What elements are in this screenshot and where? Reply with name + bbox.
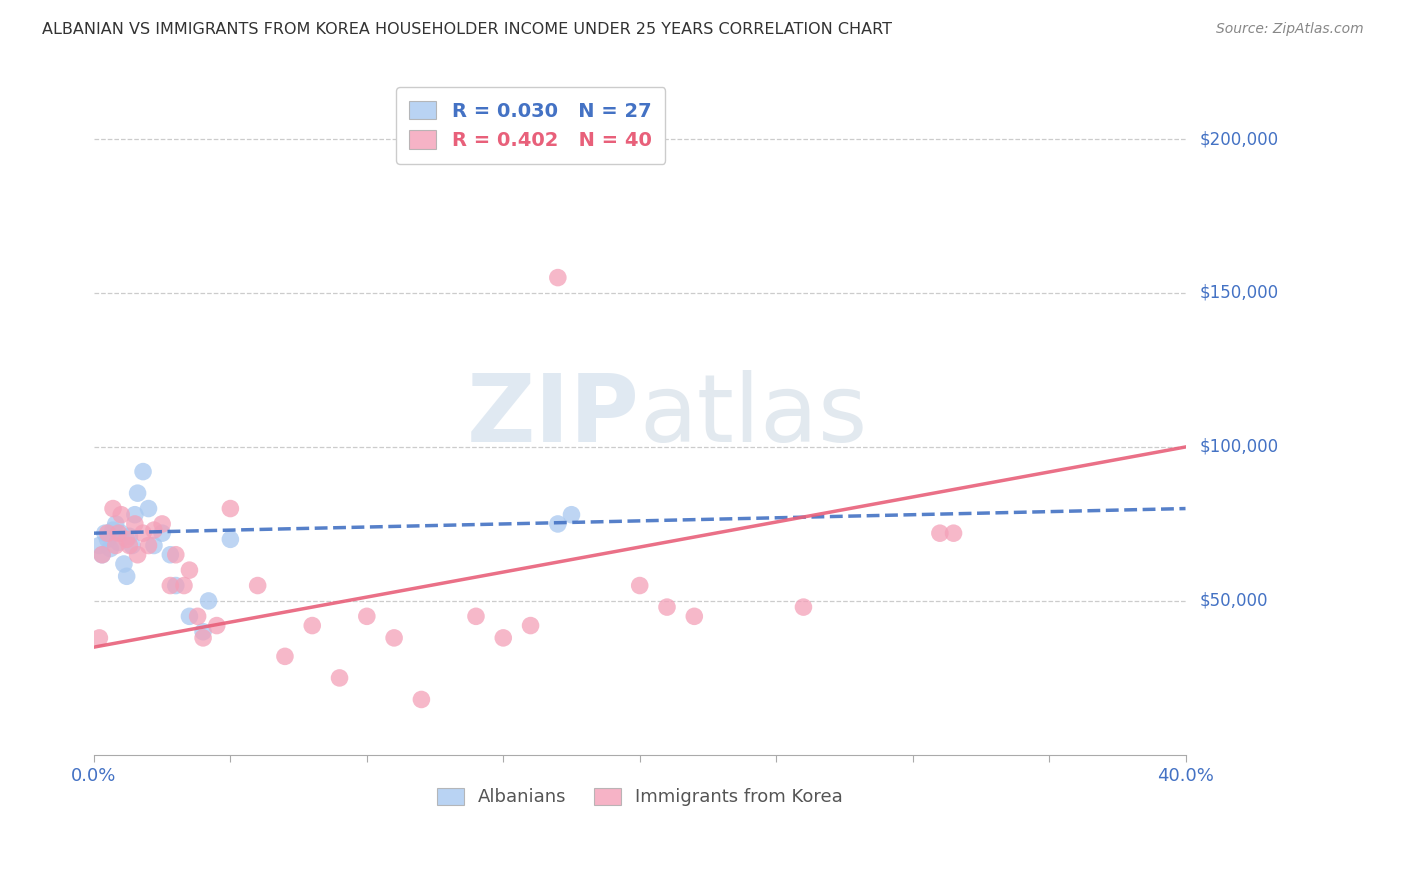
Point — [191, 624, 214, 639]
Point — [179, 563, 201, 577]
Legend: Albanians, Immigrants from Korea: Albanians, Immigrants from Korea — [429, 780, 851, 814]
Point — [104, 539, 127, 553]
Point — [382, 631, 405, 645]
Point — [187, 609, 209, 624]
Point — [138, 501, 160, 516]
Point — [97, 533, 120, 547]
Point — [89, 631, 111, 645]
Point — [115, 533, 138, 547]
Point — [118, 529, 141, 543]
Point — [179, 609, 201, 624]
Point — [143, 523, 166, 537]
Point — [107, 535, 129, 549]
Text: $200,000: $200,000 — [1199, 130, 1278, 148]
Point — [173, 578, 195, 592]
Point — [118, 539, 141, 553]
Text: $100,000: $100,000 — [1199, 438, 1278, 456]
Point — [165, 548, 187, 562]
Point — [205, 618, 228, 632]
Point — [112, 557, 135, 571]
Point — [159, 578, 181, 592]
Point — [132, 526, 155, 541]
Point — [246, 578, 269, 592]
Point — [191, 631, 214, 645]
Point — [942, 526, 965, 541]
Point — [127, 548, 149, 562]
Text: $50,000: $50,000 — [1199, 592, 1268, 610]
Text: ZIP: ZIP — [467, 370, 640, 462]
Point — [150, 526, 173, 541]
Point — [628, 578, 651, 592]
Point — [197, 594, 219, 608]
Point — [547, 516, 569, 531]
Point — [143, 539, 166, 553]
Point — [159, 548, 181, 562]
Point — [124, 508, 146, 522]
Point — [115, 569, 138, 583]
Point — [356, 609, 378, 624]
Point — [219, 533, 242, 547]
Point — [547, 270, 569, 285]
Point — [655, 600, 678, 615]
Text: ALBANIAN VS IMMIGRANTS FROM KOREA HOUSEHOLDER INCOME UNDER 25 YEARS CORRELATION : ALBANIAN VS IMMIGRANTS FROM KOREA HOUSEH… — [42, 22, 893, 37]
Point — [124, 516, 146, 531]
Point — [101, 523, 124, 537]
Point — [219, 501, 242, 516]
Point — [94, 526, 117, 541]
Point — [792, 600, 814, 615]
Point — [91, 548, 114, 562]
Point — [411, 692, 433, 706]
Text: Source: ZipAtlas.com: Source: ZipAtlas.com — [1216, 22, 1364, 37]
Point — [301, 618, 323, 632]
Point — [127, 486, 149, 500]
Point — [492, 631, 515, 645]
Point — [107, 526, 129, 541]
Point — [121, 539, 143, 553]
Point — [104, 516, 127, 531]
Point — [328, 671, 350, 685]
Point — [89, 539, 111, 553]
Point — [150, 516, 173, 531]
Point — [928, 526, 950, 541]
Point — [132, 465, 155, 479]
Text: atlas: atlas — [640, 370, 868, 462]
Point — [165, 578, 187, 592]
Point — [138, 539, 160, 553]
Point — [98, 541, 121, 556]
Point — [465, 609, 488, 624]
Point — [274, 649, 297, 664]
Point — [110, 508, 132, 522]
Text: $150,000: $150,000 — [1199, 284, 1278, 302]
Point — [519, 618, 541, 632]
Point — [110, 526, 132, 541]
Point — [97, 526, 120, 541]
Point — [101, 501, 124, 516]
Point — [560, 508, 582, 522]
Point — [683, 609, 706, 624]
Point — [91, 548, 114, 562]
